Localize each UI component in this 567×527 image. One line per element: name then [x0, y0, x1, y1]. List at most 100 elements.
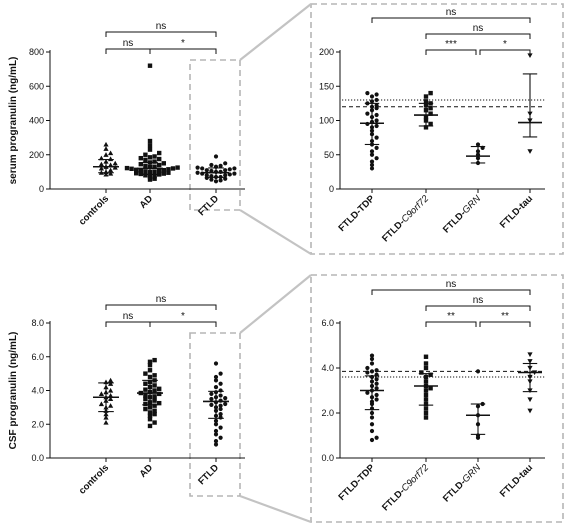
data-point — [365, 111, 370, 116]
data-point — [209, 391, 214, 396]
significance-bracket — [425, 33, 531, 39]
data-point — [218, 406, 223, 412]
data-point — [152, 398, 157, 403]
data-point — [218, 381, 223, 386]
y-tick-label: 6.0 — [31, 352, 44, 362]
data-point — [218, 403, 223, 408]
data-point — [152, 408, 157, 413]
data-point — [423, 354, 429, 359]
data-point — [103, 414, 109, 420]
category-label: FTLD-GRN — [441, 462, 483, 504]
data-point — [218, 435, 223, 440]
data-point — [365, 390, 370, 395]
data-point — [129, 166, 134, 171]
data-point — [98, 401, 104, 407]
significance-label: ns — [446, 7, 457, 18]
data-point — [428, 372, 433, 377]
category-label: controls — [77, 193, 111, 227]
data-point — [143, 371, 148, 376]
data-point — [147, 405, 153, 410]
data-point — [161, 167, 166, 173]
data-point — [147, 362, 153, 368]
data-point — [157, 391, 162, 397]
data-point — [223, 161, 228, 166]
data-point — [475, 142, 481, 147]
data-point — [369, 356, 375, 362]
significance-bracket — [149, 48, 217, 54]
data-point — [147, 413, 153, 419]
significance-bracket — [371, 289, 531, 295]
data-point — [374, 145, 379, 150]
data-point — [369, 415, 375, 420]
data-point — [213, 361, 219, 366]
significance-label: ns — [123, 38, 134, 49]
data-point — [527, 53, 533, 59]
data-point — [218, 425, 223, 430]
data-point — [213, 432, 219, 437]
data-point — [374, 392, 379, 398]
data-point — [213, 179, 219, 184]
y-tick-label: 150 — [319, 81, 334, 91]
data-point — [103, 419, 109, 425]
data-point — [166, 167, 171, 172]
data-point — [213, 154, 219, 159]
data-point — [213, 439, 219, 444]
serum-progranulin-plot: 0 200 400 600 800 serum progranulin (ng/mL) co… — [8, 21, 245, 228]
data-point — [147, 147, 153, 152]
data-point — [218, 388, 223, 393]
data-point — [161, 161, 166, 166]
data-point — [157, 400, 162, 406]
data-point — [369, 369, 375, 374]
y-tick-label: 600 — [29, 81, 44, 91]
significance-bracket — [105, 304, 217, 310]
y-tick-label: 200 — [29, 150, 44, 160]
data-point — [143, 393, 148, 398]
category-label: FTLD — [196, 462, 221, 487]
data-point — [223, 395, 228, 401]
data-point — [369, 422, 375, 427]
data-point — [143, 387, 148, 392]
data-point — [138, 155, 143, 161]
data-point — [134, 171, 139, 176]
data-point — [147, 374, 153, 380]
data-point — [365, 370, 370, 375]
data-point — [175, 165, 180, 170]
y-tick-label: 0.0 — [31, 453, 44, 463]
data-point — [108, 167, 114, 173]
data-point — [108, 381, 114, 386]
zoom-connector — [239, 209, 312, 255]
y-tick-label: 2.0 — [31, 419, 44, 429]
y-axis-label: serum progranulin (ng/mL) — [8, 57, 19, 185]
category-label: FTLD-C9orf72 — [380, 193, 432, 245]
data-point — [423, 125, 429, 130]
data-point — [527, 149, 533, 154]
data-point — [152, 411, 157, 417]
data-point — [166, 170, 171, 175]
significance-bracket — [425, 305, 531, 311]
data-point — [218, 178, 223, 183]
data-point — [213, 418, 219, 423]
y-tick-label: 8.0 — [31, 318, 44, 328]
data-point — [374, 135, 379, 140]
data-point — [204, 173, 209, 178]
data-point — [213, 422, 219, 427]
data-point — [369, 152, 375, 157]
significance-bracket — [371, 17, 531, 23]
significance-label: ns — [156, 21, 167, 32]
significance-label: ns — [123, 311, 134, 322]
data-point — [369, 428, 375, 434]
data-point — [423, 365, 429, 371]
category-label: FTLD — [196, 193, 221, 218]
significance-label: ** — [447, 311, 455, 322]
data-point — [369, 166, 375, 171]
y-tick-label: 4.0 — [31, 386, 44, 396]
significance-bracket — [479, 49, 531, 55]
ftld-highlight-box-bottom — [189, 332, 241, 497]
data-point — [152, 373, 157, 378]
csf-progranulin-plot: 0.0 2.0 4.0 6.0 8.0 CSF progranulin (ng/mL) co… — [8, 294, 245, 497]
data-point — [369, 162, 375, 168]
zoom-panel-top — [310, 3, 564, 255]
data-point — [218, 371, 223, 376]
y-tick-label: 50 — [324, 150, 334, 160]
